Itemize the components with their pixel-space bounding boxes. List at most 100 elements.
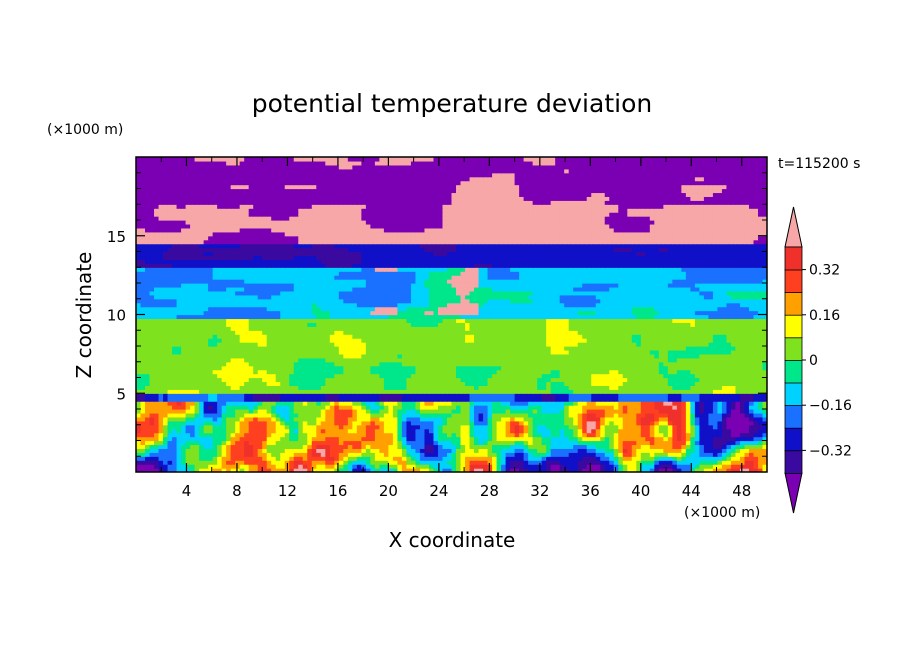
field-cell xyxy=(145,440,151,446)
field-cell xyxy=(721,460,728,465)
field-cell xyxy=(523,393,529,398)
field-cell xyxy=(401,468,408,472)
field-cell xyxy=(555,342,561,347)
field-cell xyxy=(460,330,466,335)
field-cell xyxy=(266,432,272,438)
field-cell xyxy=(658,464,664,469)
field-cell xyxy=(185,385,191,390)
field-cell xyxy=(199,428,205,434)
field-cell xyxy=(217,424,223,430)
field-cell xyxy=(302,409,308,414)
field-cell xyxy=(640,349,646,355)
field-cell xyxy=(433,389,439,394)
field-cell xyxy=(708,448,714,453)
field-cell xyxy=(640,338,646,343)
field-cell xyxy=(757,405,764,410)
field-cell xyxy=(163,349,169,355)
field-cell xyxy=(140,338,146,343)
field-cell xyxy=(262,424,268,430)
field-cell xyxy=(136,448,142,453)
field-cell xyxy=(365,420,371,426)
field-cell xyxy=(446,353,453,359)
field-cell xyxy=(190,424,196,430)
field-cell xyxy=(501,416,507,422)
field-cell xyxy=(212,369,218,375)
field-cell xyxy=(325,405,331,410)
field-cell xyxy=(456,397,462,402)
field-cell xyxy=(685,424,691,430)
field-cell xyxy=(212,428,218,434)
field-cell xyxy=(573,468,579,472)
field-cell xyxy=(347,440,353,446)
field-cell xyxy=(604,373,610,379)
field-cell xyxy=(546,401,552,406)
field-cell xyxy=(338,412,344,418)
field-cell xyxy=(437,361,444,367)
field-cell xyxy=(136,389,142,394)
field-cell xyxy=(194,385,200,390)
field-cell xyxy=(586,424,592,430)
field-cell xyxy=(383,409,389,414)
field-cell xyxy=(428,330,435,335)
field-cell xyxy=(343,377,349,383)
field-cell xyxy=(577,357,583,363)
field-cell xyxy=(248,401,254,406)
field-cell xyxy=(631,365,637,371)
field-cell xyxy=(501,464,507,469)
field-cell xyxy=(672,381,678,386)
field-cell xyxy=(528,361,534,367)
field-cell xyxy=(226,440,232,446)
field-cell xyxy=(631,381,637,386)
field-cell xyxy=(762,393,767,398)
field-cell xyxy=(280,424,286,430)
field-cell xyxy=(613,409,619,414)
field-cell xyxy=(266,338,272,343)
field-cell xyxy=(474,468,480,472)
field-cell xyxy=(217,377,223,383)
field-cell xyxy=(271,436,277,442)
field-cell xyxy=(703,338,710,343)
field-cell xyxy=(730,393,737,398)
field-cell xyxy=(185,464,191,469)
field-cell xyxy=(712,385,719,390)
field-cell xyxy=(392,428,399,434)
field-cell xyxy=(230,432,236,438)
field-cell xyxy=(190,342,196,347)
field-cell xyxy=(555,397,561,402)
field-cell xyxy=(672,420,678,426)
field-cell xyxy=(496,334,502,339)
field-cell xyxy=(406,405,412,410)
field-cell xyxy=(230,440,236,446)
field-cell xyxy=(703,412,710,418)
field-cell xyxy=(365,389,371,394)
field-cell xyxy=(253,330,259,335)
field-cell xyxy=(149,456,155,461)
field-cell xyxy=(456,436,462,442)
field-cell xyxy=(365,412,371,418)
field-cell xyxy=(374,464,380,469)
field-cell xyxy=(442,338,448,343)
field-cell xyxy=(730,405,737,410)
field-cell xyxy=(573,361,579,367)
field-cell xyxy=(320,346,326,351)
field-cell xyxy=(721,385,728,390)
field-cell xyxy=(280,409,286,414)
field-cell xyxy=(374,448,380,453)
field-cell xyxy=(230,381,236,386)
field-cell xyxy=(550,424,556,430)
field-cell xyxy=(762,440,767,446)
field-cell xyxy=(271,452,277,457)
field-cell xyxy=(424,420,430,426)
field-cell xyxy=(595,353,601,359)
field-cell xyxy=(208,409,214,414)
field-cell xyxy=(622,393,628,398)
field-cell xyxy=(456,401,462,406)
field-cell xyxy=(370,349,376,355)
field-cell xyxy=(190,357,196,363)
field-cell xyxy=(735,385,741,390)
field-cell xyxy=(176,420,182,426)
field-cell xyxy=(546,377,552,383)
field-cell xyxy=(474,365,480,371)
field-cell xyxy=(167,436,173,442)
field-cell xyxy=(609,405,615,410)
